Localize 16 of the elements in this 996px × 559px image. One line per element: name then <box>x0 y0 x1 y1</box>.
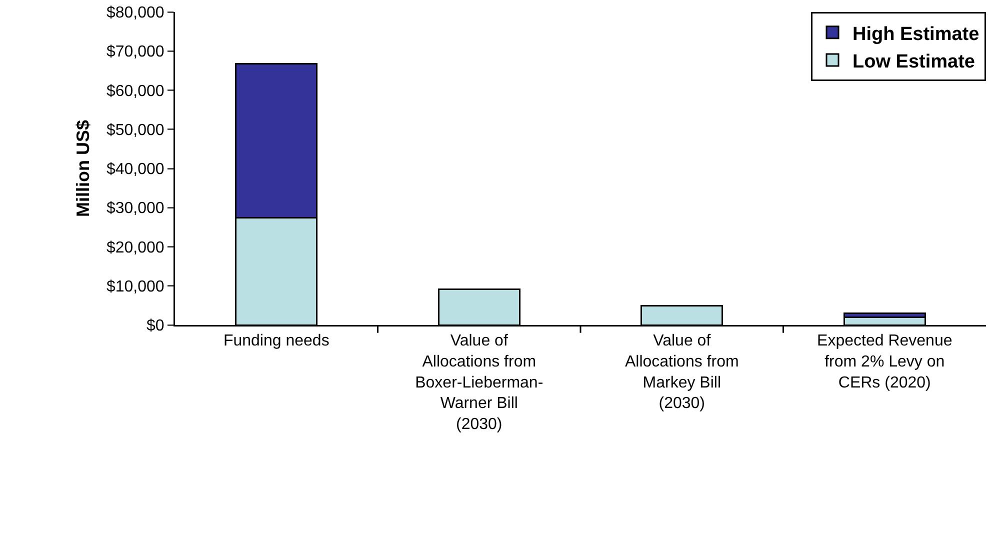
y-axis-title: Million US$ <box>72 120 93 218</box>
y-tick-label: $10,000 <box>106 278 164 296</box>
y-tick-label: $80,000 <box>106 4 164 22</box>
y-tick-label: $0 <box>146 318 164 335</box>
x-tick-label: Funding needs <box>223 332 330 350</box>
x-tick-label: Value of Allocations from Boxer-Lieberman-Warner Bill (2030) <box>415 332 544 433</box>
y-tick-label: $70,000 <box>106 44 164 61</box>
x-tick-label: Value of Allocations from Markey Bill (2030) <box>624 332 739 412</box>
legend-label: High Estimate <box>852 24 980 45</box>
y-tick-label: $40,000 <box>106 161 164 178</box>
x-tick-label: Expected Revenue from 2% Levy on CERs (2020) <box>817 332 952 392</box>
y-tick-label: $50,000 <box>106 122 164 139</box>
y-tick-label: $30,000 <box>106 200 164 218</box>
legend-label: Low Estimate <box>852 51 975 72</box>
y-tick-label: $60,000 <box>106 82 164 100</box>
y-tick-label: $20,000 <box>106 239 164 256</box>
